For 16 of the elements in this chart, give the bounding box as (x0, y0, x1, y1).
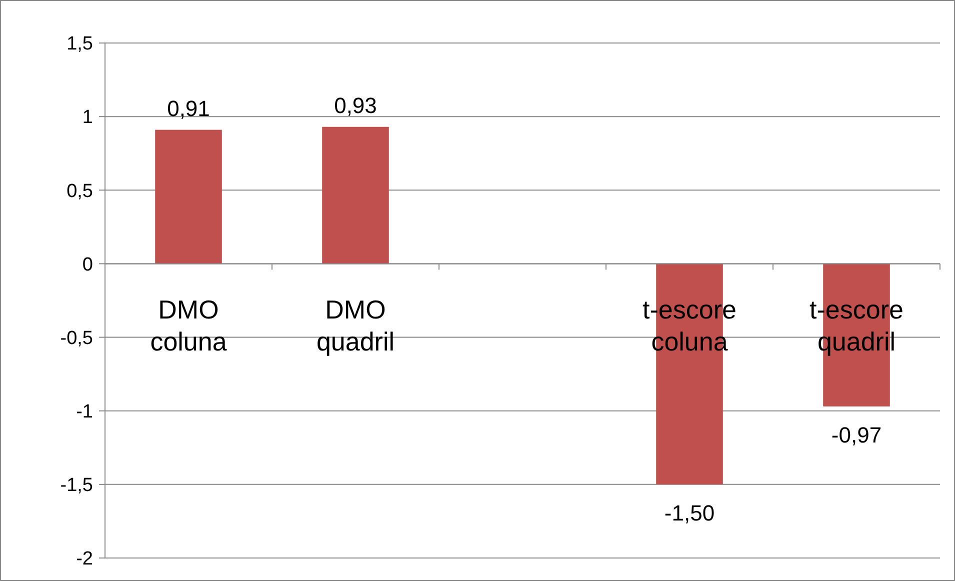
y-tick-label: 1,5 (66, 34, 93, 55)
x-tick-label: DMO quadril (316, 294, 395, 357)
y-tick-label: -0,5 (60, 328, 93, 349)
y-tick-label: -2 (76, 548, 93, 570)
data-label: -0,97 (831, 422, 882, 448)
x-tick-label: DMO coluna (150, 294, 228, 357)
data-label: -1,50 (664, 500, 715, 526)
y-tick-label: -1,5 (60, 475, 93, 496)
bar (155, 130, 222, 264)
y-tick-label: -1 (76, 402, 93, 423)
data-label: 0,93 (334, 92, 377, 118)
bar (322, 126, 389, 264)
y-tick-label: 0 (82, 254, 93, 276)
data-label: 0,91 (167, 96, 210, 121)
y-tick-label: 0,5 (66, 180, 93, 202)
y-tick-label: 1 (82, 107, 93, 128)
